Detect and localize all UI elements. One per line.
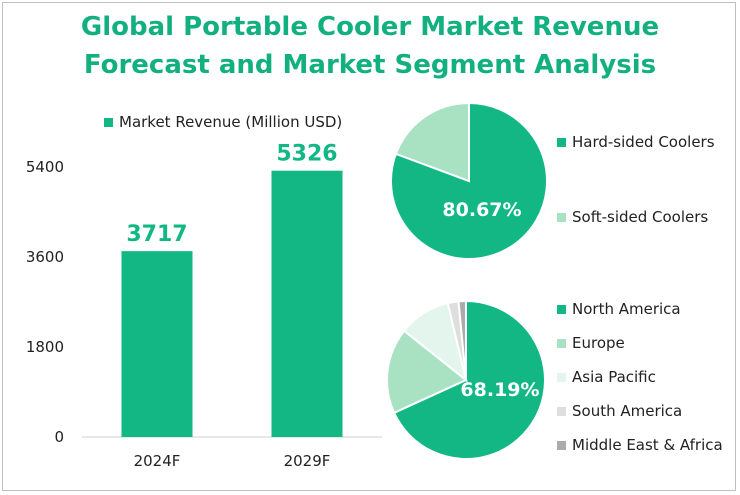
pie1-legend-hard-sided: Hard-sided Coolers bbox=[557, 133, 715, 151]
pie2-legend-asia-pacific: Asia Pacific bbox=[557, 368, 656, 386]
y-tick-label: 0 bbox=[54, 428, 64, 446]
pie2-legend-swatch bbox=[557, 372, 566, 382]
bar-legend-label: Market Revenue (Million USD) bbox=[119, 113, 343, 131]
pie-slice bbox=[394, 101, 470, 183]
bar-data-label: 3717 bbox=[126, 222, 187, 247]
chart-frame bbox=[2, 2, 736, 491]
pie2-legend-label: Asia Pacific bbox=[572, 368, 656, 386]
bar-data-label: 5326 bbox=[276, 142, 337, 167]
pie2-legend-north-america: North America bbox=[557, 300, 681, 318]
pie1-legend-soft-sided: Soft-sided Coolers bbox=[557, 208, 708, 226]
y-tick-label: 5400 bbox=[26, 158, 64, 176]
pie2-legend-label: North America bbox=[572, 300, 681, 318]
pie2-legend-label: Europe bbox=[572, 334, 625, 352]
pie1-legend-swatch bbox=[557, 137, 566, 147]
pie-slice bbox=[390, 101, 548, 260]
pie-slice bbox=[457, 299, 467, 381]
pie-data-label: 80.67% bbox=[442, 199, 521, 221]
y-tick-label: 1800 bbox=[26, 338, 64, 356]
pie1-legend-label: Hard-sided Coolers bbox=[572, 133, 715, 151]
pie-slice bbox=[392, 299, 546, 460]
pie2-legend-south-america: South America bbox=[557, 402, 682, 420]
bar-legend-swatch bbox=[104, 117, 113, 127]
bar-legend: Market Revenue (Million USD) bbox=[104, 113, 342, 131]
x-tick-label: 2029F bbox=[284, 452, 331, 470]
y-tick-label: 3600 bbox=[26, 248, 64, 266]
pie2-legend-swatch bbox=[557, 406, 566, 416]
bar bbox=[271, 170, 343, 437]
chart-title-line1: Global Portable Cooler Market Revenue bbox=[80, 12, 660, 42]
bar bbox=[121, 251, 193, 437]
pie-data-label: 68.19% bbox=[460, 379, 539, 401]
chart-title: Global Portable Cooler Market Revenue Fo… bbox=[0, 8, 740, 84]
pie2-legend-label: Middle East & Africa bbox=[572, 436, 723, 454]
x-tick-label: 2024F bbox=[134, 452, 181, 470]
pie1-legend-label: Soft-sided Coolers bbox=[572, 208, 709, 226]
pie2-legend-swatch bbox=[557, 440, 566, 450]
pie2-legend-swatch bbox=[557, 338, 566, 348]
pie2-legend-swatch bbox=[557, 304, 566, 314]
pie2-legend-europe: Europe bbox=[557, 334, 625, 352]
pie2-legend-middle-east-africa: Middle East & Africa bbox=[557, 436, 723, 454]
pie1-legend-swatch bbox=[557, 212, 566, 222]
pie2-legend-label: South America bbox=[572, 402, 683, 420]
chart-title-line2: Forecast and Market Segment Analysis bbox=[83, 50, 657, 80]
pie-slice bbox=[386, 329, 468, 415]
